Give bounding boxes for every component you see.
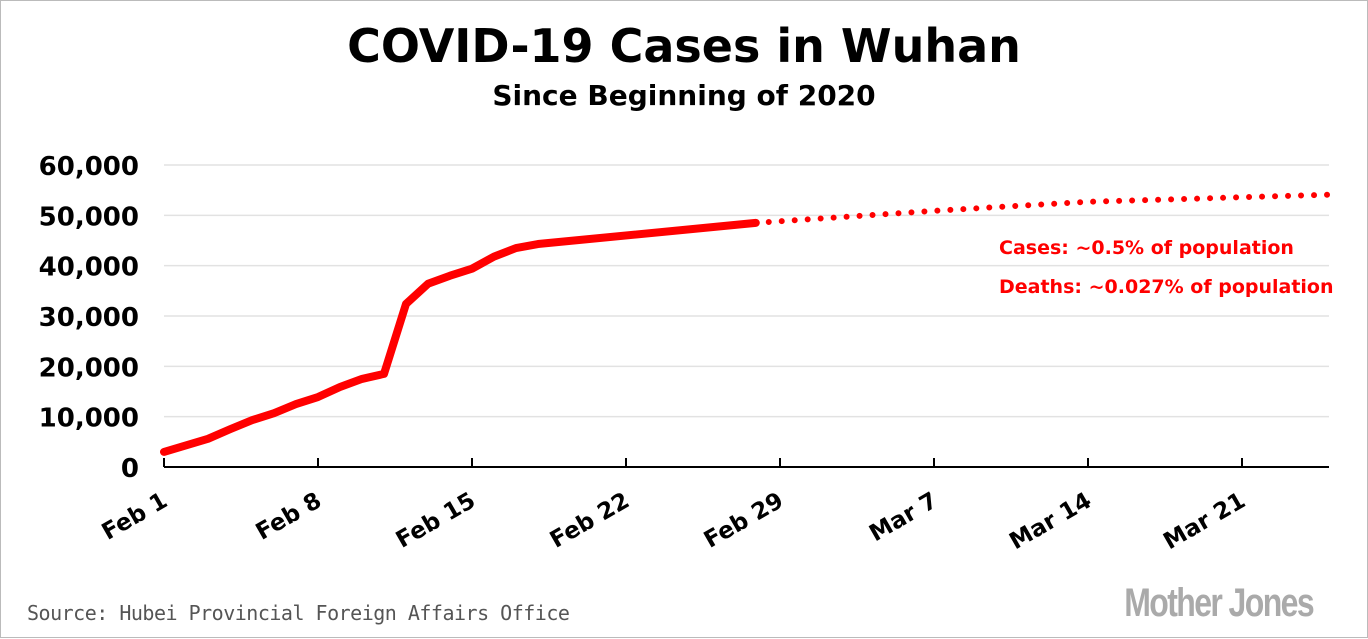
x-tick-label: Mar 21 — [1159, 488, 1250, 555]
projection-line — [756, 195, 1330, 223]
x-tick-label: Feb 29 — [700, 488, 788, 554]
y-tick-label: 40,000 — [39, 253, 139, 283]
x-tick-label: Mar 7 — [865, 488, 942, 547]
x-tick-label: Feb 1 — [98, 488, 172, 546]
x-tick-label: Mar 14 — [1005, 488, 1096, 555]
x-tick-label: Feb 8 — [252, 488, 326, 546]
y-tick-label: 0 — [121, 454, 139, 484]
x-tick-label: Feb 15 — [392, 488, 480, 554]
source-note: Source: Hubei Provincial Foreign Affairs… — [27, 601, 569, 625]
annotation-cases: Cases: ~0.5% of population — [999, 237, 1294, 259]
y-tick-label: 50,000 — [39, 202, 139, 232]
annotation-deaths: Deaths: ~0.027% of population — [999, 276, 1334, 298]
cases-line — [164, 223, 756, 452]
y-tick-label: 10,000 — [39, 404, 139, 434]
y-tick-label: 60,000 — [39, 152, 139, 182]
y-tick-label: 30,000 — [39, 303, 139, 333]
x-tick-label: Feb 22 — [546, 488, 634, 554]
mother-jones-logo: Mother Jones — [1124, 581, 1313, 626]
y-tick-label: 20,000 — [39, 353, 139, 383]
